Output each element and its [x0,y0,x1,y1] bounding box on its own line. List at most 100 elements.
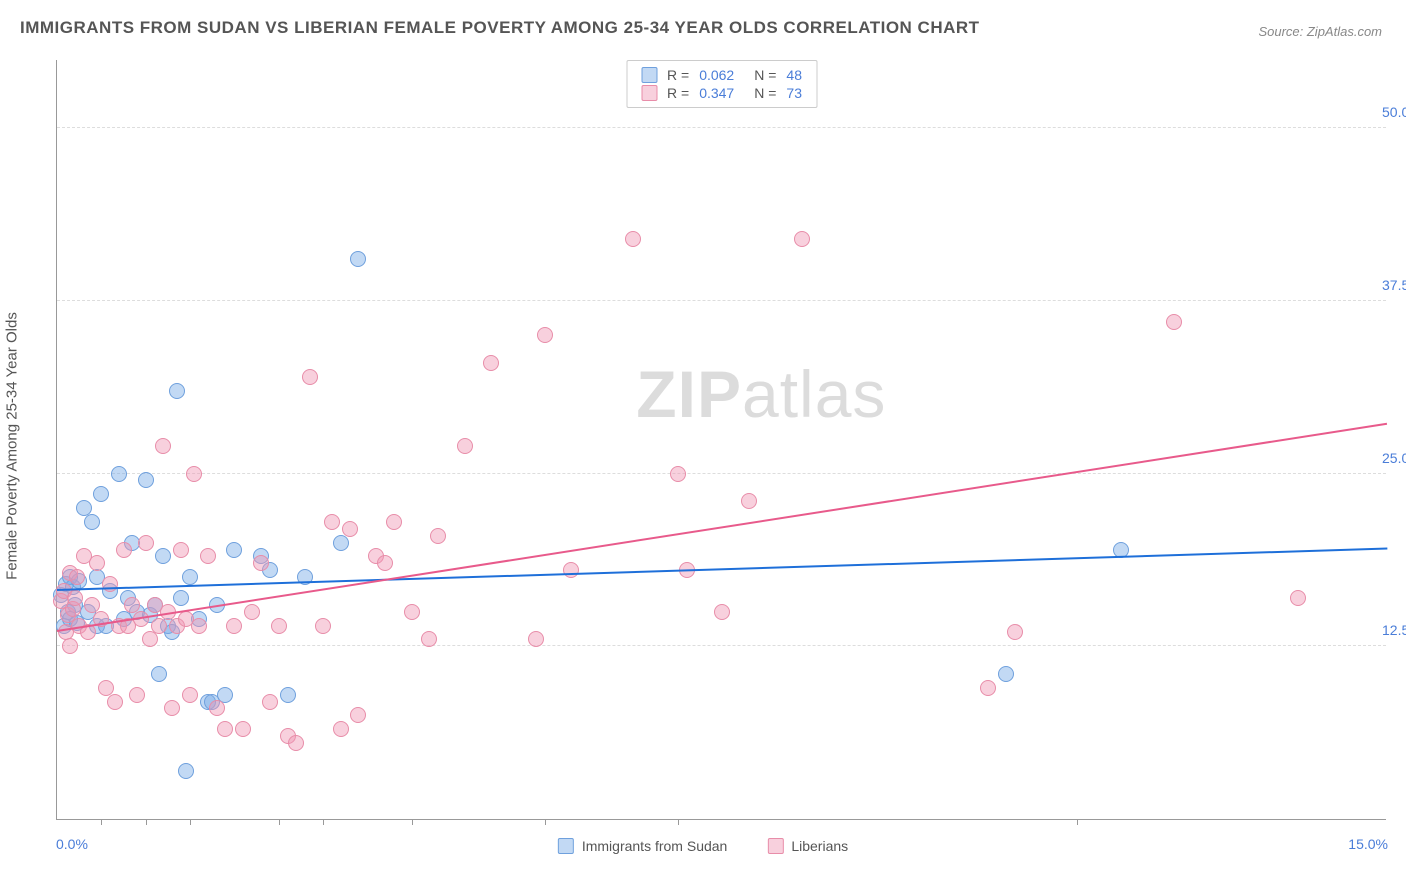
legend-r-value: 0.062 [699,67,734,83]
source-attribution: Source: ZipAtlas.com [1258,24,1382,39]
gridline [57,300,1386,301]
data-point [182,687,198,703]
data-point [528,631,544,647]
series-legend: Immigrants from Sudan Liberians [558,838,848,854]
data-point [186,466,202,482]
x-tick [190,819,191,825]
data-point [794,231,810,247]
data-point [89,555,105,571]
data-point [386,514,402,530]
x-tick [545,819,546,825]
data-point [155,438,171,454]
plot-region: ZIPatlas R =0.062N =48R =0.347N =73 12.5… [56,60,1386,820]
data-point [169,383,185,399]
data-point [430,528,446,544]
data-point [714,604,730,620]
data-point [142,631,158,647]
data-point [262,694,278,710]
data-point [421,631,437,647]
gridline [57,127,1386,128]
legend-label: Immigrants from Sudan [582,838,728,854]
x-tick [101,819,102,825]
data-point [377,555,393,571]
gridline [57,645,1386,646]
legend-n-label: N = [754,85,776,101]
legend-r-value: 0.347 [699,85,734,101]
legend-r-label: R = [667,85,689,101]
data-point [1007,624,1023,640]
legend-n-value: 73 [786,85,802,101]
legend-row: R = 0.062 N = 48 [641,67,802,83]
x-tick [323,819,324,825]
data-point [670,466,686,482]
data-point [129,687,145,703]
data-point [625,231,641,247]
data-point [178,763,194,779]
data-point [226,618,242,634]
data-point [333,535,349,551]
data-point [302,369,318,385]
legend-label: Liberians [791,838,848,854]
data-point [151,618,167,634]
chart-title: IMMIGRANTS FROM SUDAN VS LIBERIAN FEMALE… [20,18,980,38]
legend-swatch [558,838,574,854]
data-point [164,700,180,716]
data-point [350,707,366,723]
data-point [563,562,579,578]
data-point [102,576,118,592]
y-tick-label: 12.5% [1374,622,1406,638]
data-point [315,618,331,634]
x-axis-max-label: 15.0% [1348,836,1388,852]
data-point [93,486,109,502]
legend-swatch [767,838,783,854]
data-point [209,700,225,716]
data-point [288,735,304,751]
legend-n-value: 48 [786,67,802,83]
data-point [235,721,251,737]
x-tick [146,819,147,825]
trend-line [57,423,1387,632]
data-point [200,548,216,564]
x-tick [1077,819,1078,825]
legend-swatch [641,67,657,83]
data-point [244,604,260,620]
y-tick-label: 37.5% [1374,277,1406,293]
legend-n-label: N = [754,67,776,83]
data-point [173,590,189,606]
data-point [333,721,349,737]
y-axis-label: Female Poverty Among 25-34 Year Olds [4,312,21,580]
chart-area: ZIPatlas R =0.062N =48R =0.347N =73 12.5… [56,60,1386,820]
x-tick [279,819,280,825]
x-tick [412,819,413,825]
data-point [324,514,340,530]
legend-row: R = 0.347 N = 73 [641,85,802,101]
legend-swatch [641,85,657,101]
data-point [980,680,996,696]
legend-r-label: R = [667,67,689,83]
data-point [107,694,123,710]
data-point [998,666,1014,682]
y-tick-label: 50.0% [1374,104,1406,120]
data-point [151,666,167,682]
data-point [111,466,127,482]
data-point [741,493,757,509]
data-point [457,438,473,454]
data-point [62,638,78,654]
data-point [483,355,499,371]
data-point [84,514,100,530]
data-point [182,569,198,585]
gridline [57,473,1386,474]
legend-item: Liberians [767,838,848,854]
x-tick [678,819,679,825]
data-point [1166,314,1182,330]
data-point [138,472,154,488]
watermark: ZIPatlas [636,356,886,432]
data-point [342,521,358,537]
data-point [138,535,154,551]
x-axis-min-label: 0.0% [56,836,88,852]
data-point [404,604,420,620]
data-point [173,542,189,558]
data-point [69,569,85,585]
data-point [253,555,269,571]
data-point [116,542,132,558]
